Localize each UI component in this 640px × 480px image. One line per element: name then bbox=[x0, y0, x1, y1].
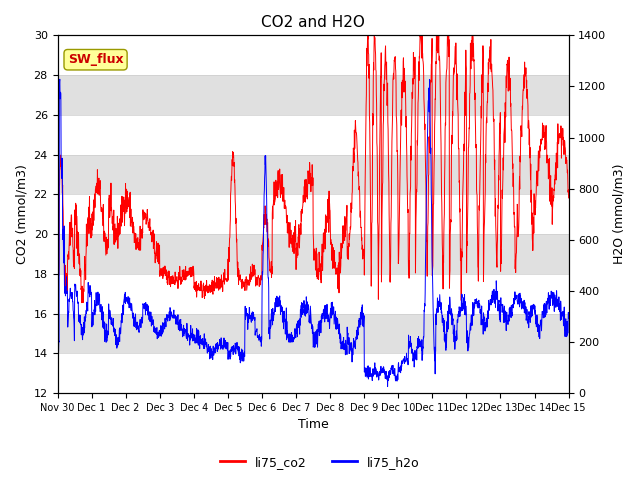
Bar bbox=[58, 155, 568, 194]
Text: SW_flux: SW_flux bbox=[68, 53, 124, 66]
Y-axis label: CO2 (mmol/m3): CO2 (mmol/m3) bbox=[15, 164, 28, 264]
Bar bbox=[58, 234, 568, 274]
Legend: li75_co2, li75_h2o: li75_co2, li75_h2o bbox=[215, 451, 425, 474]
Title: CO2 and H2O: CO2 and H2O bbox=[261, 15, 365, 30]
X-axis label: Time: Time bbox=[298, 419, 328, 432]
Bar bbox=[58, 75, 568, 115]
Y-axis label: H2O (mmol/m3): H2O (mmol/m3) bbox=[612, 164, 625, 264]
Bar bbox=[58, 313, 568, 353]
